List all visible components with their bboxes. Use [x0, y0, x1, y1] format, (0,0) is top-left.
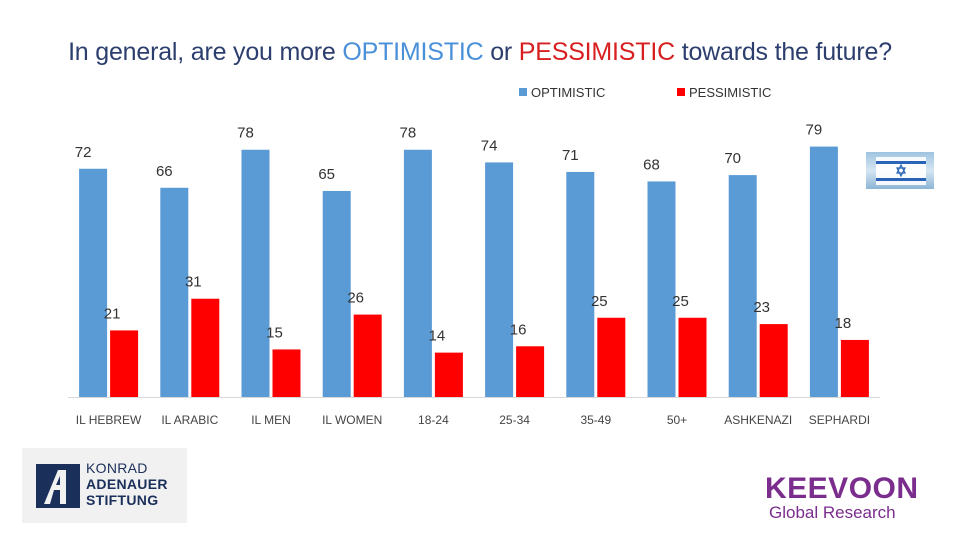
pessimistic-value-label-1: 31	[185, 274, 202, 291]
optimistic-value-label-1: 66	[156, 163, 173, 180]
pessimistic-bar-2	[272, 349, 301, 397]
optimistic-bar-7	[647, 181, 676, 397]
pessimistic-value-label-6: 25	[591, 293, 608, 310]
category-label-4: 18-24	[418, 413, 449, 427]
pessimistic-value-label-2: 15	[266, 324, 283, 341]
optimistic-value-label-5: 74	[481, 137, 498, 154]
optimistic-bar-0	[79, 168, 108, 397]
legend-label-1: PESSIMISTIC	[689, 85, 771, 100]
pessimistic-bar-9	[840, 339, 869, 397]
category-label-0: IL HEBREW	[76, 413, 142, 427]
pessimistic-bar-7	[678, 317, 707, 397]
title-pessimistic: PESSIMISTIC	[518, 38, 675, 66]
optimistic-bar-6	[566, 171, 595, 397]
title-middle: or	[483, 38, 519, 66]
kas-mark-icon	[36, 464, 80, 508]
category-label-3: IL WOMEN	[322, 413, 382, 427]
title-suffix: towards the future?	[674, 38, 892, 66]
pessimistic-value-label-4: 14	[429, 328, 446, 345]
category-label-8: ASHKENAZI	[724, 413, 792, 427]
legend-swatch-0	[519, 88, 527, 96]
kas-line-1: KONRAD	[86, 460, 148, 476]
pessimistic-bar-3	[353, 314, 382, 397]
category-label-6: 35-49	[580, 413, 611, 427]
category-label-5: 25-34	[499, 413, 530, 427]
optimistic-value-label-7: 68	[643, 156, 660, 173]
pessimistic-value-label-9: 18	[835, 315, 852, 332]
pessimistic-bar-4	[434, 352, 463, 397]
pessimistic-value-label-7: 25	[672, 293, 689, 310]
optimistic-value-label-8: 70	[724, 150, 741, 167]
pessimistic-bar-6	[597, 317, 626, 397]
legend-label-0: OPTIMISTIC	[531, 85, 605, 100]
category-label-9: SEPHARDI	[809, 413, 870, 427]
konrad-adenauer-stiftung-logo: KONRAD ADENAUER STIFTUNG	[22, 448, 187, 523]
pessimistic-value-label-8: 23	[753, 299, 770, 316]
kas-line-2: ADENAUER	[86, 476, 168, 492]
category-label-2: IL MEN	[251, 413, 291, 427]
pessimistic-bar-1	[191, 298, 220, 397]
optimistic-bar-5	[485, 162, 514, 397]
pessimistic-value-label-5: 16	[510, 321, 527, 338]
optimistic-bar-1	[160, 187, 189, 397]
optimistic-bar-2	[241, 149, 270, 397]
kas-line-3: STIFTUNG	[86, 492, 159, 508]
optimistic-value-label-0: 72	[75, 144, 92, 161]
category-label-7: 50+	[667, 413, 687, 427]
optimistic-value-label-6: 71	[562, 147, 579, 164]
optimistic-bar-8	[728, 175, 757, 397]
optimistic-value-label-2: 78	[237, 125, 254, 142]
pessimistic-bar-0	[110, 330, 139, 397]
pessimistic-bar-5	[516, 346, 545, 397]
optimistic-bar-9	[809, 146, 838, 397]
pessimistic-value-label-0: 21	[104, 305, 121, 322]
optimistic-bar-4	[403, 149, 432, 397]
category-label-1: IL ARABIC	[161, 413, 218, 427]
optimistic-bar-3	[322, 190, 351, 397]
legend-swatch-1	[677, 88, 685, 96]
title-optimistic: OPTIMISTIC	[342, 38, 484, 66]
israel-flag-icon	[866, 152, 934, 189]
keevoon-subtitle: Global Research	[769, 503, 896, 522]
title-prefix: In general, are you more	[68, 38, 343, 66]
pessimistic-bar-8	[759, 324, 788, 397]
optimistic-value-label-9: 79	[806, 122, 823, 139]
pessimistic-value-label-3: 26	[347, 290, 364, 307]
optimistic-value-label-3: 65	[318, 166, 335, 183]
keevoon-brand: KEEVOON	[765, 472, 919, 505]
optimistic-value-label-4: 78	[400, 125, 417, 142]
chart-title: In general, are you more OPTIMISTIC or P…	[0, 38, 960, 67]
keevoon-logo: KEEVOON Global Research	[765, 474, 945, 526]
